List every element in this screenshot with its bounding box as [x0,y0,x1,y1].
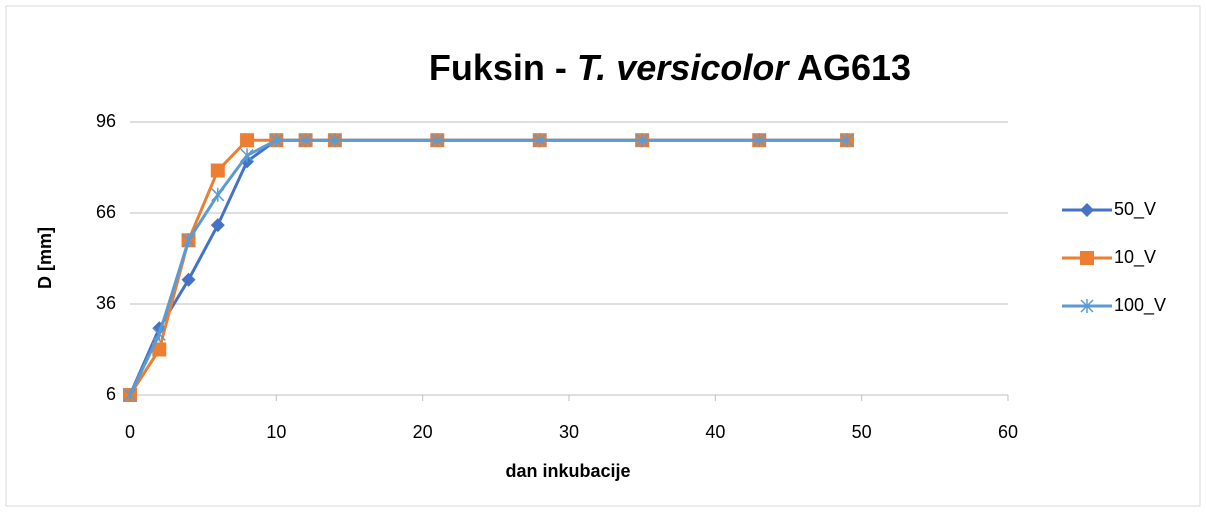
marker [210,218,225,233]
marker [752,133,766,148]
chart-border [5,5,1201,507]
legend-marker [1080,299,1094,313]
marker [181,272,196,287]
x-tick-label: 40 [705,422,725,442]
marker [152,327,166,342]
marker [328,133,342,148]
marker [269,133,283,148]
marker [240,148,254,163]
title-part: AG613 [788,47,911,88]
marker [299,133,313,148]
marker [210,163,225,178]
marker [123,388,137,402]
x-tick-label: 0 [125,422,135,442]
marker [152,342,167,357]
marker [182,233,196,248]
x-tick-label: 50 [852,422,872,442]
title-part: Fuksin - [429,47,577,88]
legend-marker [1080,251,1094,265]
x-axis-label: dan inkubacije [505,461,630,481]
x-tick-label: 60 [998,422,1018,442]
marker [635,133,649,148]
x-tick-label: 20 [413,422,433,442]
y-tick-label: 66 [96,202,116,222]
y-tick-label: 96 [96,111,116,131]
legend-label: 100_V [1114,295,1166,316]
legend-label: 50_V [1114,199,1156,220]
y-tick-label: 36 [96,293,116,313]
chart-title: Fuksin - T. versicolor AG613 [429,47,911,88]
marker [430,133,444,148]
x-tick-label: 30 [559,422,579,442]
y-axis-label: D [mm] [35,227,55,289]
marker [840,133,854,148]
marker [211,187,225,202]
legend-label: 10_V [1114,247,1156,268]
marker [533,133,547,148]
x-tick-label: 10 [266,422,286,442]
legend-marker [1080,203,1094,217]
y-tick-label: 6 [106,384,116,404]
marker [240,133,255,148]
title-part: T. versicolor [577,47,790,88]
